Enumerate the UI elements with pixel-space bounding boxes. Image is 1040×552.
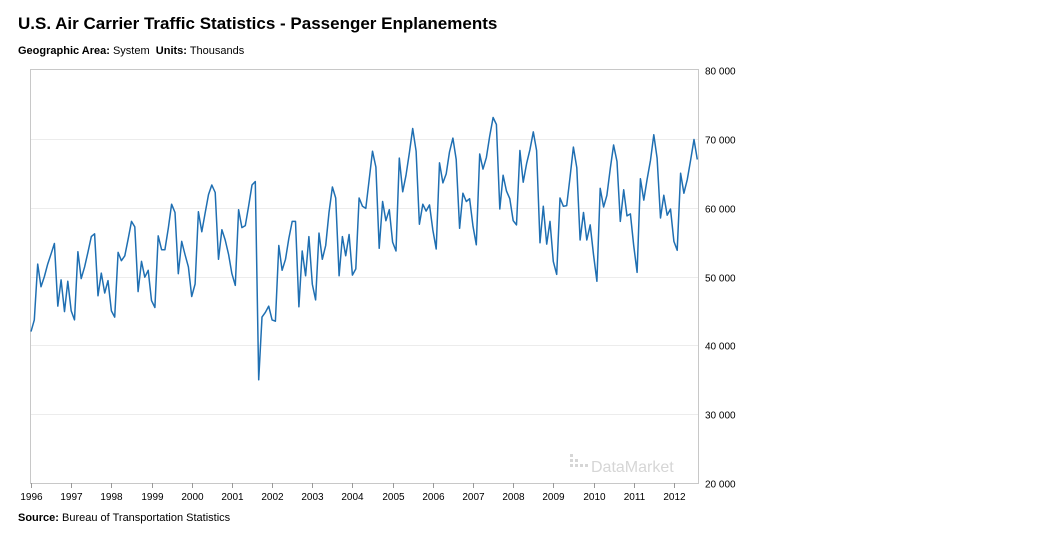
x-tick-label: 2010 — [583, 492, 606, 503]
x-tick-label: 1999 — [141, 492, 164, 503]
series-line — [30, 116, 699, 381]
source-label: Source: — [18, 512, 59, 524]
x-tick-label: 2000 — [181, 492, 204, 503]
y-tick-label: 70 000 — [705, 136, 736, 147]
x-tick-label: 2006 — [422, 492, 445, 503]
plot-frame — [30, 69, 699, 484]
x-tick-label: 2005 — [382, 492, 405, 503]
x-tick-label: 2008 — [502, 492, 525, 503]
y-tick-label: 50 000 — [705, 274, 736, 285]
y-tick-label: 80 000 — [705, 67, 736, 78]
source-note: Source: Bureau of Transportation Statist… — [18, 512, 230, 524]
grid-lines — [31, 139, 698, 415]
x-tick-label: 2009 — [542, 492, 565, 503]
x-tick-label: 1996 — [20, 492, 43, 503]
x-tick-label: 1997 — [60, 492, 83, 503]
chart-title: U.S. Air Carrier Traffic Statistics - Pa… — [18, 14, 498, 33]
y-tick-label: 60 000 — [705, 205, 736, 216]
watermark-text: DataMarket — [591, 459, 674, 476]
watermark: DataMarket — [570, 454, 674, 476]
x-tick-label: 2004 — [341, 492, 364, 503]
datamarket-logo-icon — [570, 454, 588, 467]
y-tick-label: 40 000 — [705, 342, 736, 353]
x-tick-label: 2012 — [663, 492, 686, 503]
x-tick-label: 2001 — [221, 492, 244, 503]
units-value: Thousands — [189, 45, 245, 57]
units-label: Units: — [155, 45, 187, 57]
geo-label: Geographic Area: — [18, 45, 110, 57]
geo-value: System — [112, 45, 150, 57]
x-tick-label: 1998 — [100, 492, 123, 503]
y-tick-label: 20 000 — [705, 480, 736, 491]
source-value: Bureau of Transportation Statistics — [62, 512, 231, 524]
x-tick-label: 2002 — [261, 492, 284, 503]
chart-meta: Geographic Area: System Units: Thousands — [18, 45, 244, 57]
x-tick-label: 2003 — [301, 492, 324, 503]
x-axis: 1996 1997 1998 1999 2000 2001 2002 2003 2004 2005… — [20, 483, 686, 503]
x-tick-label: 2007 — [462, 492, 485, 503]
y-tick-label: 30 000 — [705, 411, 736, 422]
y-axis: 20 000 30 000 40 000 50 000 60 000 70 000 80 0… — [705, 67, 736, 491]
x-tick-label: 2011 — [624, 492, 646, 503]
